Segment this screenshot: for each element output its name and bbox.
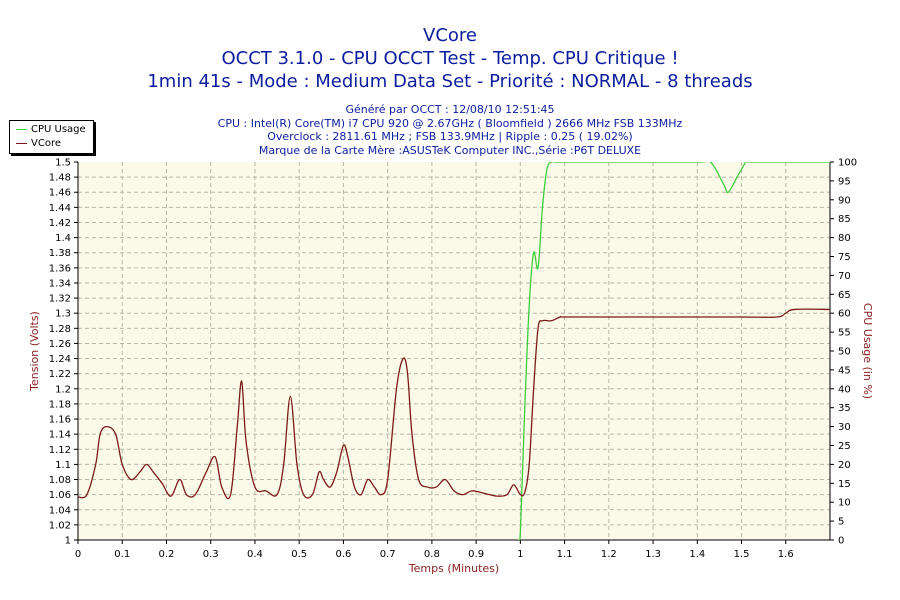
y-tick-label: 1.2 [55, 384, 71, 395]
y-tick-label: 1.42 [49, 218, 71, 229]
x-axis-label: Temps (Minutes) [408, 562, 499, 575]
x-tick-label: 0.4 [247, 549, 263, 560]
y-axis-label: Tension (Volts) [28, 311, 41, 392]
x-tick-label: 0.5 [291, 549, 307, 560]
legend-label-vcore: VCore [31, 138, 61, 149]
cpu-usage-series-line [517, 162, 830, 540]
x-tick-label: 0.7 [380, 549, 396, 560]
x-tick-label: 1.6 [778, 549, 794, 560]
y-tick-label: 1.02 [49, 520, 71, 531]
y2-tick-label: 35 [838, 403, 851, 414]
y-tick-label: 1.32 [49, 294, 71, 305]
vcore-series-line [78, 308, 830, 500]
y-tick-label: 1.44 [49, 203, 71, 214]
y2-tick-label: 25 [838, 441, 851, 452]
legend-item-vcore: VCore [16, 138, 61, 150]
x-tick-label: 1.2 [601, 549, 617, 560]
x-tick-label: 1.3 [645, 549, 661, 560]
y2-tick-label: 45 [838, 365, 851, 376]
legend-label-cpu-usage: CPU Usage [31, 124, 86, 135]
y2-axis-label: CPU Usage (in %) [861, 303, 874, 399]
y2-tick-label: 50 [838, 347, 851, 358]
x-tick-label: 0.3 [203, 549, 219, 560]
y2-tick-label: 30 [838, 422, 851, 433]
info-cpu: CPU : Intel(R) Core(TM) i7 CPU 920 @ 2.6… [217, 116, 683, 130]
chart-title: VCore [423, 25, 477, 46]
y-tick-label: 1.36 [49, 263, 71, 274]
y2-tick-label: 10 [838, 498, 851, 509]
x-tick-label: 0.8 [424, 549, 440, 560]
y-tick-label: 1.16 [49, 415, 71, 426]
info-overclock: Overclock : 2811.61 MHz ; FSB 133.9MHz |… [267, 130, 633, 143]
y-tick-label: 1 [65, 536, 71, 547]
x-tick-label: 1 [517, 549, 523, 560]
y-tick-label: 1.1 [55, 460, 71, 471]
y2-tick-label: 40 [838, 384, 851, 395]
y2-tick-label: 5 [838, 517, 844, 528]
axes [74, 161, 834, 544]
y-tick-label: 1.3 [55, 309, 71, 320]
legend-item-cpu-usage: CPU Usage [16, 124, 86, 136]
x-tick-label: 0 [75, 549, 81, 560]
chart-titles: VCore OCCT 3.1.0 - CPU OCCT Test - Temp.… [0, 24, 900, 93]
y-tick-label: 1.46 [49, 188, 71, 199]
x-tick-label: 1.1 [557, 549, 573, 560]
y2-tick-label: 60 [838, 309, 851, 320]
tick-labels: 0 0.1 0.2 0.3 0.4 0.5 0.6 0.7 0.8 0.9 1 1.1 1.2 1.3 1.… [49, 158, 857, 561]
y2-tick-label: 80 [838, 233, 851, 244]
legend-swatch-vcore [16, 142, 27, 144]
legend-swatch-cpu-usage [16, 128, 27, 130]
y2-tick-label: 20 [838, 460, 851, 471]
chart-subtitle-mode: 1min 41s - Mode : Medium Data Set - Prio… [147, 71, 753, 92]
info-generated: Généré par OCCT : 12/08/10 12:51:45 [345, 103, 555, 116]
legend: CPU Usage VCore [9, 120, 94, 154]
y2-tick-label: 15 [838, 479, 851, 490]
y2-tick-label: 55 [838, 328, 851, 339]
y-tick-label: 1.18 [49, 399, 71, 410]
y-tick-label: 1.06 [49, 490, 71, 501]
y-tick-label: 1.4 [55, 233, 71, 244]
y-tick-label: 1.14 [49, 430, 71, 441]
y-tick-label: 1.38 [49, 248, 71, 259]
y-tick-label: 1.04 [49, 505, 71, 516]
y-tick-label: 1.08 [49, 475, 71, 486]
y2-tick-label: 95 [838, 176, 851, 187]
x-tick-label: 1.5 [734, 549, 750, 560]
x-tick-label: 1.4 [689, 549, 705, 560]
y-tick-label: 1.5 [55, 158, 71, 169]
y-tick-label: 1.48 [49, 173, 71, 184]
x-tick-label: 0.9 [468, 549, 484, 560]
chart-subtitle-test: OCCT 3.1.0 - CPU OCCT Test - Temp. CPU C… [221, 48, 679, 69]
grid-lines [78, 162, 830, 540]
y-tick-label: 1.26 [49, 339, 71, 350]
y2-tick-label: 70 [838, 271, 851, 282]
y2-tick-label: 0 [838, 536, 844, 547]
system-info: Généré par OCCT : 12/08/10 12:51:45 CPU … [0, 103, 900, 157]
y-tick-label: 1.28 [49, 324, 71, 335]
info-motherboard: Marque de la Carte Mère :ASUSTeK Compute… [258, 143, 642, 157]
x-tick-label: 0.6 [335, 549, 351, 560]
y2-tick-label: 100 [838, 158, 857, 169]
series-layer [78, 162, 830, 540]
y-tick-label: 1.24 [49, 354, 71, 365]
y2-tick-label: 65 [838, 290, 851, 301]
y-tick-label: 1.22 [49, 369, 71, 380]
x-tick-label: 0.1 [114, 549, 130, 560]
y2-tick-label: 75 [838, 252, 851, 263]
plot-area [78, 162, 830, 540]
y2-tick-label: 90 [838, 195, 851, 206]
y-tick-label: 1.12 [49, 445, 71, 456]
y2-tick-label: 85 [838, 214, 851, 225]
x-tick-label: 0.2 [159, 549, 175, 560]
y-tick-label: 1.34 [49, 278, 71, 289]
